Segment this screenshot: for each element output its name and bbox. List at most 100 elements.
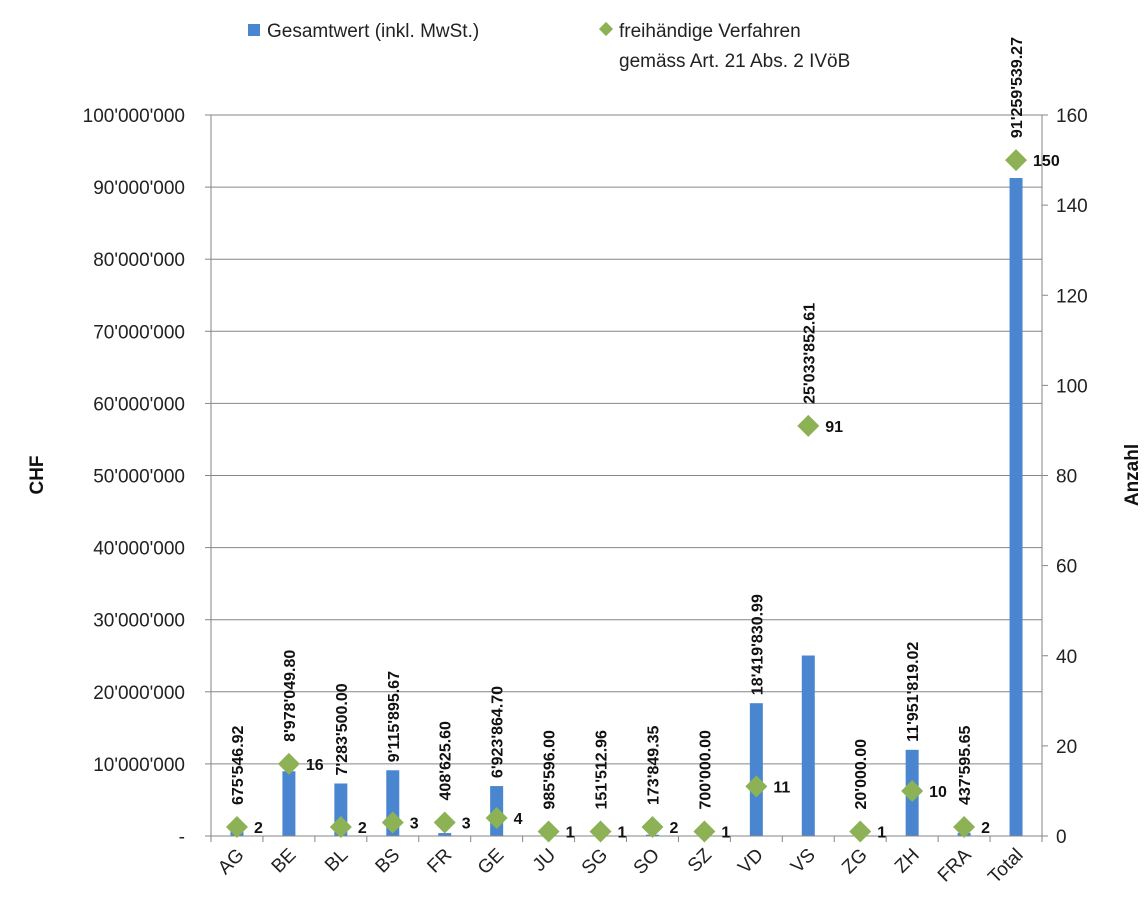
- y2-tick-label: 160: [1056, 106, 1088, 127]
- bar-value-label: 675'546.92: [230, 725, 247, 805]
- diamond-marker: [485, 806, 508, 829]
- bar-value-label: 25'033'852.61: [801, 303, 818, 404]
- y-tick-label: 10'000'000: [93, 755, 185, 776]
- bar-value-label: 151'512.96: [594, 730, 611, 810]
- count-label: 10: [929, 784, 947, 801]
- diamond-marker: [693, 820, 716, 843]
- y-tick-label: 80'000'000: [93, 250, 185, 271]
- y-tick-label: 90'000'000: [93, 178, 185, 199]
- bar-value-label: 985'596.00: [542, 730, 559, 810]
- bar: [801, 655, 815, 836]
- x-category-label: AG: [214, 845, 248, 879]
- bar-value-label: 18'419'830.99: [749, 594, 766, 695]
- y-tick-label: 20'000'000: [93, 683, 185, 704]
- bar-value-label: 11'951'819.02: [905, 642, 922, 742]
- count-label: 2: [981, 820, 990, 837]
- diamond-marker: [433, 811, 456, 834]
- x-category-label: VS: [787, 845, 820, 878]
- diamond-marker: [641, 815, 664, 838]
- y2-tick-label: 100: [1056, 376, 1088, 397]
- y-tick-label: -: [179, 827, 185, 848]
- y-tick-label: 60'000'000: [93, 394, 185, 415]
- bar: [749, 703, 763, 836]
- count-label: 2: [254, 820, 263, 837]
- count-label: 150: [1033, 153, 1060, 170]
- count-label: 1: [618, 824, 627, 841]
- diamond-marker: [849, 820, 872, 843]
- x-category-label: SG: [578, 845, 612, 879]
- count-label: 1: [721, 824, 730, 841]
- y2-tick-label: 40: [1056, 647, 1077, 668]
- y-axis-title: CHF: [27, 455, 48, 494]
- x-axis: AG BE BL BS FR GE JU SG SO SZ VD VS ZG ZH FRA Total: [210, 835, 1043, 888]
- gridlines: [211, 114, 1042, 765]
- bar-value-label: 7'283'500.00: [334, 683, 351, 775]
- x-category-label: SO: [630, 845, 664, 879]
- count-label: 2: [358, 820, 367, 837]
- bar-value-label: 8'978'049.80: [282, 650, 299, 742]
- legend-diamond-swatch: [598, 21, 614, 37]
- y2-tick-label: 120: [1056, 286, 1088, 307]
- x-category-label: VD: [734, 845, 768, 879]
- diamond-marker: [745, 775, 768, 798]
- bar-value-label: 91'259'539.27: [1009, 37, 1026, 138]
- x-category-label: BL: [321, 845, 352, 876]
- bar: [282, 771, 296, 836]
- y-axis-right: 0 20 40 60 80 100 120 140 160: [1041, 106, 1088, 848]
- count-label: 2: [669, 820, 678, 837]
- x-category-label: BE: [268, 845, 301, 878]
- x-category-label: Total: [984, 845, 1027, 888]
- bar-value-label: 20'000.00: [853, 739, 870, 810]
- bar: [438, 833, 452, 836]
- diamond-marker: [537, 820, 560, 843]
- legend-diamond-label-line-1: freihändige Verfahren: [619, 21, 801, 42]
- diamond-marker: [277, 752, 300, 775]
- count-label: 3: [410, 815, 419, 832]
- count-label: 91: [825, 419, 843, 436]
- legend-diamond-label-line-2: gemäss Art. 21 Abs. 2 IVöB: [619, 51, 850, 72]
- bar: [1009, 178, 1023, 836]
- y-tick-label: 30'000'000: [93, 611, 185, 632]
- diamond-marker: [225, 815, 248, 838]
- x-category-label: FR: [423, 845, 456, 878]
- y2-tick-label: 140: [1056, 196, 1088, 217]
- legend: Gesamtwert (inkl. MwSt.) freihändige Ver…: [248, 21, 850, 72]
- count-label: 4: [514, 811, 523, 828]
- y-tick-label: 40'000'000: [93, 539, 185, 560]
- bar-value-label: 408'625.60: [438, 721, 455, 801]
- x-category-label: BS: [372, 845, 405, 878]
- diamond-marker: [329, 815, 352, 838]
- y-axis-left: - 10'000'000 20'000'000 30'000'000 40'000'00…: [83, 106, 212, 848]
- diamond-marker: [381, 811, 404, 834]
- x-category-label: FRA: [934, 844, 976, 886]
- count-label: 11: [773, 779, 790, 796]
- x-category-label: JU: [529, 845, 560, 876]
- x-category-label: ZG: [838, 845, 872, 879]
- diamond-marker: [901, 779, 924, 802]
- bar-value-label: 173'849.35: [645, 725, 662, 805]
- y2-tick-label: 20: [1056, 737, 1077, 758]
- x-category-label: ZH: [891, 845, 924, 878]
- diamond-marker: [797, 414, 820, 437]
- diamond-marker: [1005, 149, 1028, 172]
- y2-tick-label: 60: [1056, 557, 1077, 578]
- count-label: 16: [306, 757, 324, 774]
- count-label: 1: [566, 824, 575, 841]
- bar-value-label: 9'115'895.67: [386, 671, 403, 762]
- y2-tick-label: 0: [1056, 827, 1067, 848]
- x-category-label: SZ: [684, 844, 716, 876]
- count-label: 3: [462, 815, 471, 832]
- bar-value-label: 6'923'864.70: [490, 686, 507, 778]
- legend-bar-swatch: [248, 24, 260, 36]
- y-tick-label: 70'000'000: [93, 322, 185, 343]
- diamond-series: [225, 149, 1028, 843]
- diamond-marker: [953, 815, 976, 838]
- y-tick-label: 50'000'000: [93, 467, 185, 488]
- bar-value-label: 700'000.00: [697, 730, 714, 810]
- legend-bar-label: Gesamtwert (inkl. MwSt.): [267, 21, 479, 42]
- y-tick-label: 100'000'000: [83, 106, 185, 127]
- count-label: 1: [877, 824, 886, 841]
- y2-tick-label: 80: [1056, 467, 1077, 488]
- bar-value-label: 437'595.65: [957, 725, 974, 805]
